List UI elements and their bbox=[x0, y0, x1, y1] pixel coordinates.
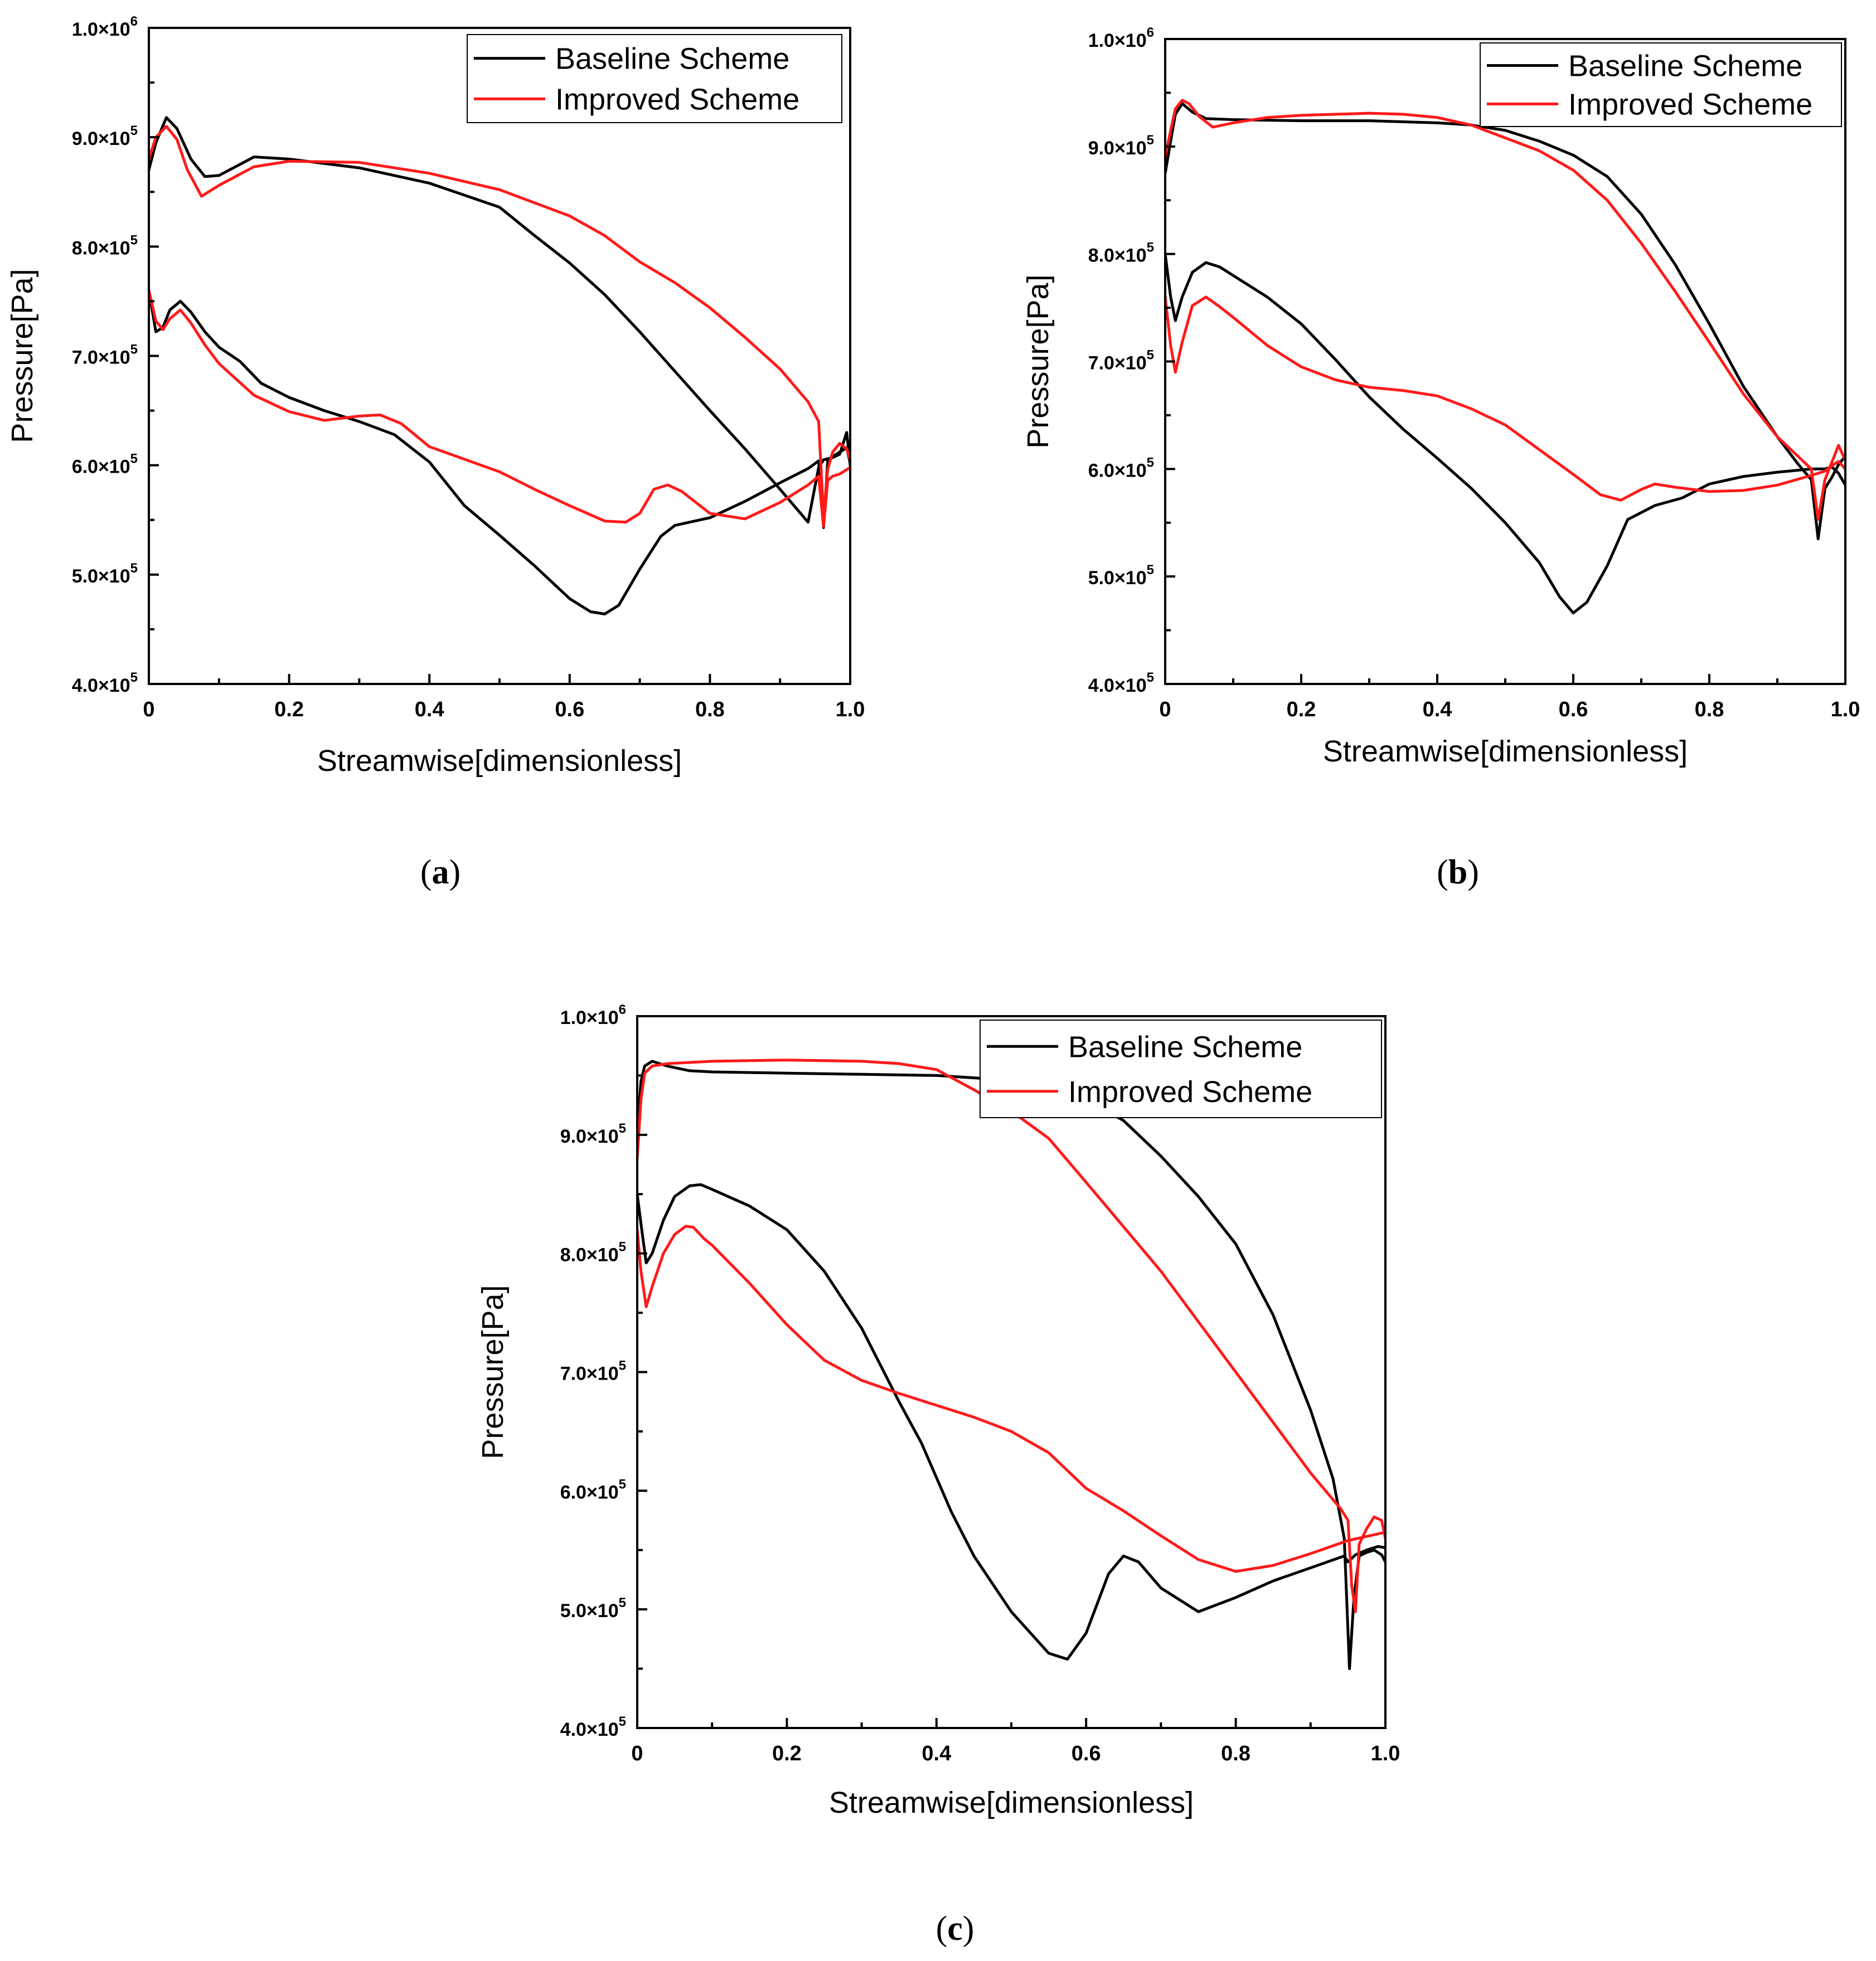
y-tick-label: 8.0×105 bbox=[1088, 240, 1154, 266]
series-group bbox=[637, 1059, 1385, 1671]
chart-panel-b: 0 0.2 0.4 0.6 0.8 1.0 4.0×105 5.0×105 6.0×105 7.0… bbox=[1021, 25, 1860, 891]
series-line-baseline-scheme-pressure-side bbox=[637, 1060, 1385, 1671]
x-tick-label: 0.4 bbox=[922, 1742, 951, 1765]
series-line-improved-scheme-pressure-side bbox=[637, 1059, 1385, 1613]
x-tick-label: 0.4 bbox=[415, 698, 444, 721]
y-tick-label: 9.0×105 bbox=[72, 123, 138, 149]
x-tick-label: 0.6 bbox=[555, 698, 584, 721]
legend-label-baseline-scheme: Baseline Scheme bbox=[1068, 1030, 1302, 1064]
x-tick-label: 0.2 bbox=[772, 1742, 802, 1765]
y-tick-label: 1.0×106 bbox=[1088, 25, 1154, 51]
y-tick-label: 5.0×105 bbox=[72, 561, 138, 587]
plot-frame bbox=[636, 1015, 1387, 1729]
legend-label-improved-scheme: Improved Scheme bbox=[1568, 88, 1812, 122]
legend: Baseline Scheme Improved Scheme bbox=[467, 34, 842, 123]
legend-label-baseline-scheme: Baseline Scheme bbox=[555, 42, 789, 76]
panel-caption: (b) bbox=[1437, 853, 1479, 891]
y-tick-label: 1.0×106 bbox=[72, 14, 138, 40]
series-line-improved-scheme-pressure-side bbox=[149, 125, 850, 518]
series-group bbox=[1165, 99, 1845, 615]
x-tick-label: 0.8 bbox=[1221, 1742, 1250, 1765]
series-line-improved-scheme-suction-side bbox=[149, 289, 850, 528]
y-tick-label: 6.0×105 bbox=[560, 1477, 626, 1503]
y-tick-label: 6.0×105 bbox=[1088, 455, 1154, 481]
y-tick-label: 4.0×105 bbox=[560, 1714, 626, 1740]
y-tick-label: 8.0×105 bbox=[72, 232, 138, 259]
legend-box bbox=[467, 34, 842, 123]
legend-box bbox=[980, 1020, 1382, 1118]
x-tick-label: 0.6 bbox=[1072, 1742, 1101, 1765]
series-line-baseline-scheme-suction-side bbox=[637, 1183, 1385, 1661]
x-tick-label: 1.0 bbox=[836, 698, 865, 721]
legend-box bbox=[1480, 42, 1842, 127]
x-axis-title: Streamwise[dimensionless] bbox=[1323, 735, 1688, 768]
series-line-baseline-scheme-suction-side bbox=[1165, 253, 1845, 615]
plot-frame bbox=[1164, 38, 1846, 685]
x-tick-label: 0.2 bbox=[1287, 698, 1316, 721]
y-tick-label: 7.0×105 bbox=[72, 342, 138, 368]
y-axis-title: Pressure[Pa] bbox=[6, 269, 39, 443]
y-tick-label: 1.0×106 bbox=[560, 1002, 626, 1028]
series-line-improved-scheme-suction-side bbox=[637, 1225, 1385, 1573]
y-axis-title: Pressure[Pa] bbox=[476, 1285, 510, 1459]
y-tick-label: 5.0×105 bbox=[1088, 562, 1154, 589]
panel-caption: (c) bbox=[936, 1910, 975, 1948]
y-tick-label: 5.0×105 bbox=[560, 1595, 626, 1622]
panel-caption: (a) bbox=[420, 853, 460, 891]
chart-panel-a: 0 0.2 0.4 0.6 0.8 1.0 4.0×105 5.0×105 6.0×105 7.0… bbox=[6, 14, 865, 891]
legend: Baseline Scheme Improved Scheme bbox=[980, 1020, 1382, 1118]
y-tick-label: 4.0×105 bbox=[72, 670, 138, 696]
y-tick-label: 7.0×105 bbox=[1088, 348, 1154, 374]
x-tick-label: 0.4 bbox=[1423, 698, 1452, 721]
x-tick-label: 0.8 bbox=[695, 698, 725, 721]
y-tick-label: 9.0×105 bbox=[560, 1121, 626, 1147]
legend-label-baseline-scheme: Baseline Scheme bbox=[1568, 50, 1802, 83]
series-line-baseline-scheme-suction-side bbox=[149, 289, 850, 615]
series-group bbox=[149, 116, 850, 615]
y-tick-label: 4.0×105 bbox=[1088, 670, 1154, 696]
x-tick-label: 1.0 bbox=[1371, 1742, 1400, 1765]
y-tick-label: 7.0×105 bbox=[560, 1358, 626, 1385]
legend: Baseline Scheme Improved Scheme bbox=[1480, 42, 1842, 127]
x-tick-label: 0.8 bbox=[1695, 698, 1724, 721]
x-tick-label: 0 bbox=[143, 698, 154, 721]
y-tick-label: 8.0×105 bbox=[560, 1240, 626, 1266]
x-axis-title: Streamwise[dimensionless] bbox=[317, 744, 682, 778]
series-line-baseline-scheme-pressure-side bbox=[1165, 102, 1845, 541]
x-tick-label: 0.2 bbox=[274, 698, 304, 721]
y-tick-label: 6.0×105 bbox=[72, 452, 138, 478]
x-tick-label: 0.6 bbox=[1559, 698, 1588, 721]
x-tick-label: 0 bbox=[1159, 698, 1171, 721]
x-tick-label: 1.0 bbox=[1831, 698, 1860, 721]
y-axis-title: Pressure[Pa] bbox=[1021, 274, 1055, 448]
x-tick-label: 0 bbox=[631, 1742, 643, 1765]
plot-frame bbox=[148, 27, 851, 685]
legend-label-improved-scheme: Improved Scheme bbox=[555, 82, 799, 116]
x-axis-title: Streamwise[dimensionless] bbox=[829, 1786, 1194, 1819]
legend-label-improved-scheme: Improved Scheme bbox=[1068, 1075, 1312, 1109]
series-line-improved-scheme-suction-side bbox=[1165, 295, 1845, 502]
series-line-baseline-scheme-pressure-side bbox=[149, 116, 850, 524]
series-line-improved-scheme-pressure-side bbox=[1165, 99, 1845, 521]
chart-panel-c: 0 0.2 0.4 0.6 0.8 1.0 4.0×105 5.0×105 6.0×105 7.0… bbox=[476, 1002, 1400, 1948]
y-tick-label: 9.0×105 bbox=[1088, 133, 1154, 159]
